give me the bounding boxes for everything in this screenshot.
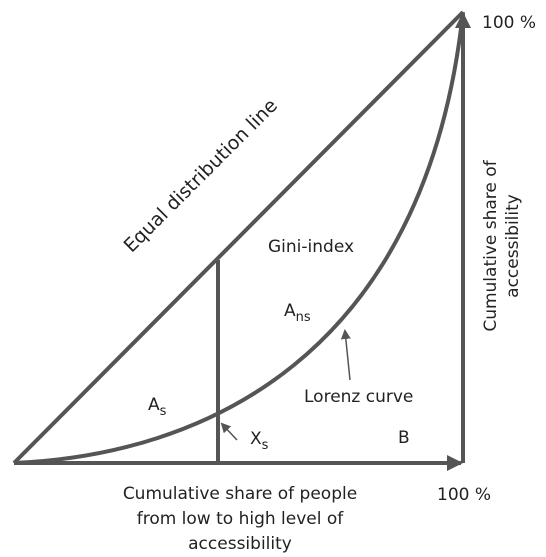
x-title-line: accessibility <box>188 534 292 554</box>
y-title-line: Cumulative share of <box>481 159 501 331</box>
lorenz-label: Lorenz curve <box>304 387 413 407</box>
x-axis-title: Cumulative share of people from low to h… <box>123 484 357 554</box>
area-b: B <box>398 428 410 448</box>
top-label: 100 % <box>482 13 536 33</box>
x-title-line: Cumulative share of people <box>123 484 357 504</box>
gini-label: Gini-index <box>268 237 354 257</box>
lorenz-pointer <box>340 329 351 381</box>
bottom-label: 100 % <box>437 485 491 505</box>
equal-line <box>12 10 465 465</box>
x-title-line: from low to high level of <box>137 509 345 529</box>
equal-line-label: Equal distribution line <box>120 95 282 257</box>
area-ns-sub: ns <box>296 310 311 325</box>
y-title-line: accessibility <box>503 194 523 298</box>
area-ns-main: A <box>284 301 296 321</box>
y-axis-title: Cumulative share of accessibility <box>481 159 523 331</box>
point-x-sub: s <box>262 438 269 453</box>
point-x-main: X <box>250 429 262 449</box>
lorenz-curve <box>13 11 465 465</box>
point-xs: Xs <box>250 429 269 453</box>
area-s: As <box>148 395 167 419</box>
area-s-main: A <box>148 395 160 415</box>
xs-pointer <box>220 422 238 441</box>
area-ns: Ans <box>284 301 311 325</box>
area-s-sub: s <box>160 404 167 419</box>
